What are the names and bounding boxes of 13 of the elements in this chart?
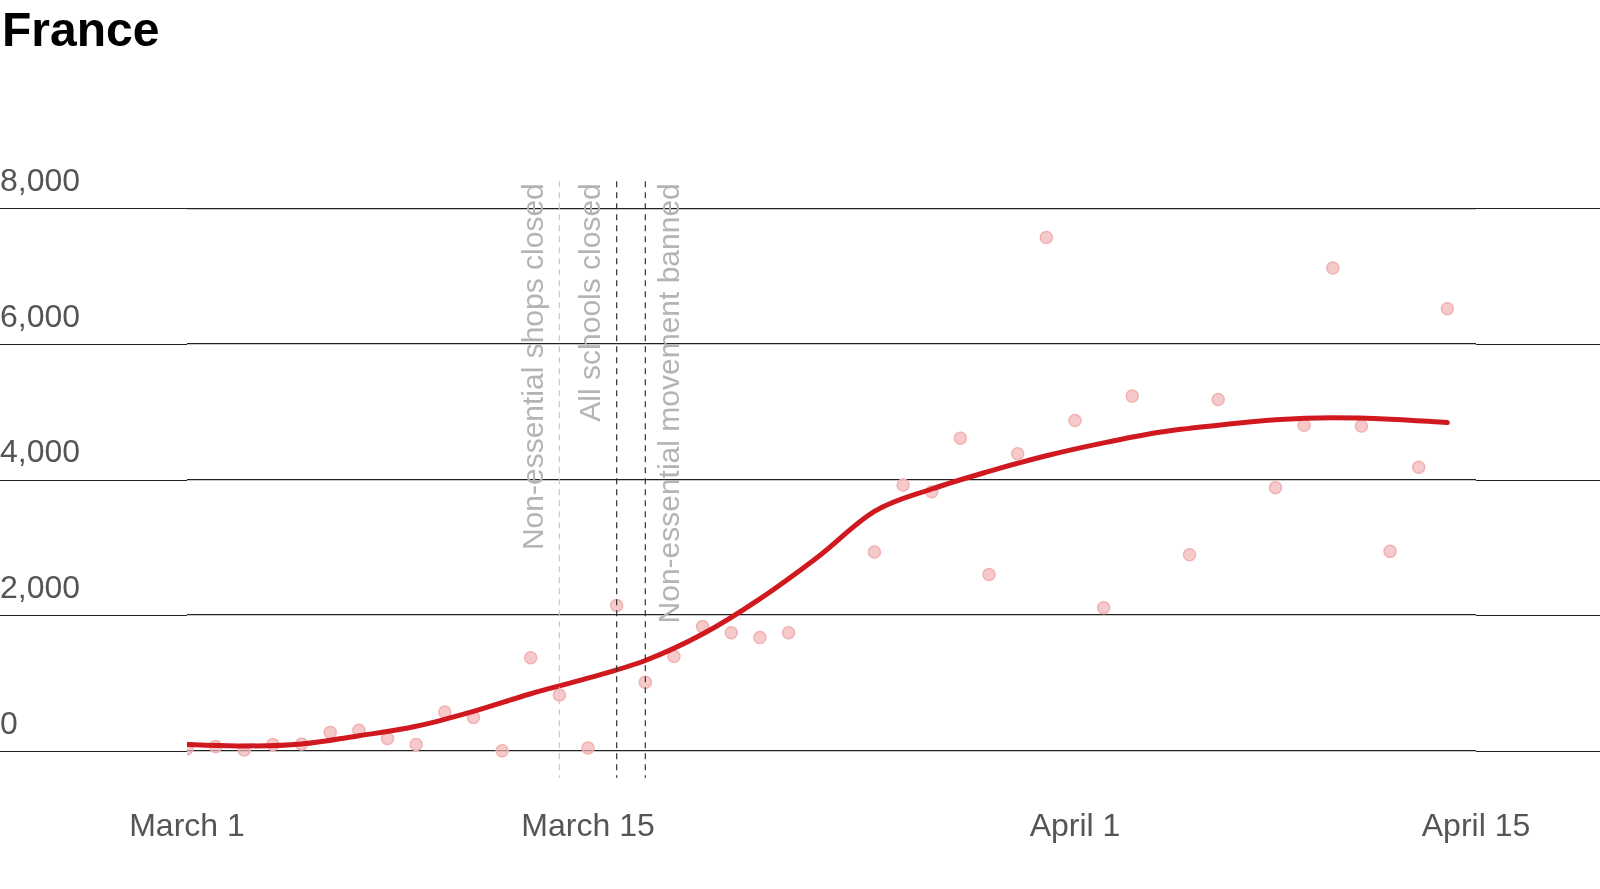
y-tick-label: 8,000: [0, 162, 81, 199]
x-tick-label: March 1: [129, 806, 245, 843]
x-tick-label: April 15: [1421, 806, 1531, 843]
y-tick-label: 0: [0, 704, 18, 741]
x-tick-label: April 1: [1029, 806, 1121, 843]
y-tick-label: 2,000: [0, 568, 81, 605]
ref-line-label: Non-essential shops closed: [515, 183, 549, 551]
ref-line-label: All schools closed: [572, 183, 606, 422]
y-tick-label: 4,000: [0, 433, 81, 470]
x-tick-label: March 15: [521, 806, 655, 843]
ref-line-label: Non-essential movement banned: [651, 183, 685, 624]
chart-title: France: [2, 2, 160, 57]
y-tick-label: 6,000: [0, 297, 81, 334]
